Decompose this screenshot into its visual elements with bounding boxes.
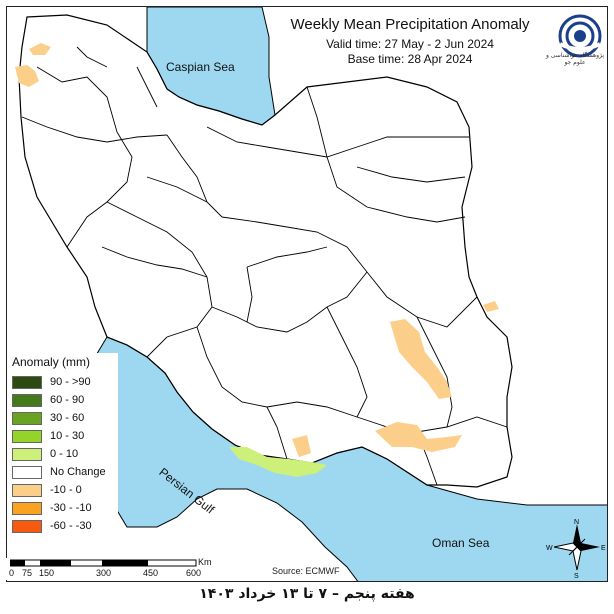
- legend-item: -60 - -30: [12, 517, 118, 535]
- negative-anomaly-areas: [15, 43, 499, 457]
- scale-tick: 150: [39, 568, 55, 578]
- legend-swatch: [12, 447, 42, 461]
- legend-item: -10 - 0: [12, 481, 118, 499]
- legend-swatch: [12, 519, 42, 533]
- scale-tick: 75: [22, 568, 33, 578]
- persian-gulf: [94, 336, 607, 581]
- province-borders: [21, 46, 508, 486]
- oman-sea-label: Oman Sea: [432, 536, 490, 550]
- legend-swatch: [12, 375, 42, 389]
- compass-n: N: [574, 519, 579, 526]
- data-source: Source: ECMWF: [272, 566, 340, 576]
- legend-item: 90 - >90: [12, 373, 118, 391]
- legend: Anomaly (mm) 90 - >90 60 - 90 30 - 60 10…: [8, 353, 118, 535]
- scale-bar-graphic: [10, 559, 197, 567]
- institute-logo-icon: [558, 14, 602, 58]
- legend-item: 0 - 10: [12, 445, 118, 463]
- legend-title: Anomaly (mm): [12, 355, 91, 369]
- scale-tick: 450: [143, 568, 159, 578]
- positive-anomaly-areas: [229, 447, 327, 477]
- iran-map: [15, 7, 607, 581]
- compass-rose-icon: N S E W: [546, 519, 606, 578]
- compass-e: E: [601, 545, 606, 552]
- scale-tick: 0: [9, 568, 15, 578]
- compass-w: W: [546, 545, 553, 552]
- iran-outline: [18, 14, 513, 488]
- scale-unit: Km: [198, 557, 212, 567]
- compass-s: S: [574, 573, 579, 578]
- legend-swatch: [12, 483, 42, 497]
- legend-swatch: [12, 429, 42, 443]
- legend-item: -30 - -10: [12, 499, 118, 517]
- legend-item: 60 - 90: [12, 391, 118, 409]
- logo-caption: پژوهشگاه هواشناسی و علوم جو: [545, 52, 605, 66]
- legend-item: 30 - 60: [12, 409, 118, 427]
- map-title: Weekly Mean Precipitation Anomaly: [290, 16, 530, 33]
- legend-swatch: [12, 411, 42, 425]
- scale-bar: 0 75 150 300 450 600 Km: [6, 557, 212, 580]
- persian-caption: هفته پنجم – ۷ تا ۱۳ خرداد ۱۴۰۳: [199, 586, 415, 602]
- base-time: Base time: 28 Apr 2024: [347, 52, 473, 66]
- legend-swatch: [12, 501, 42, 515]
- legend-swatch: [12, 465, 42, 479]
- valid-time: Valid time: 27 May - 2 Jun 2024: [326, 37, 494, 51]
- legend-item: No Change: [12, 463, 118, 481]
- caspian-sea-label: Caspian Sea: [166, 60, 235, 74]
- legend-item: 10 - 30: [12, 427, 118, 445]
- scale-tick: 600: [186, 568, 202, 578]
- scale-tick: 300: [96, 568, 112, 578]
- legend-swatch: [12, 393, 42, 407]
